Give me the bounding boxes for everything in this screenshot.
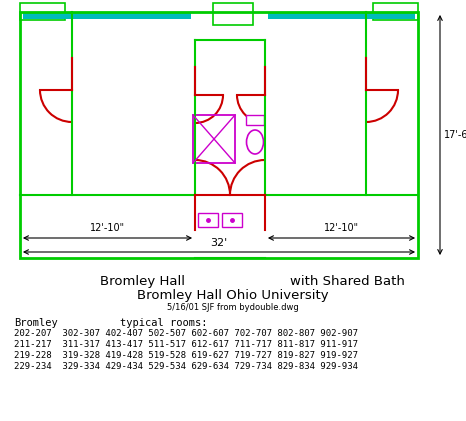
Text: 211-217  311-317 413-417 511-517 612-617 711-717 811-817 911-917: 211-217 311-317 413-417 511-517 612-617 … bbox=[14, 340, 358, 349]
Text: 12'-10": 12'-10" bbox=[324, 223, 359, 233]
Bar bbox=[268, 13, 415, 19]
Ellipse shape bbox=[247, 130, 263, 154]
Bar bbox=[23, 13, 191, 19]
Bar bbox=[198, 213, 218, 227]
Bar bbox=[213, 3, 253, 25]
Text: 32': 32' bbox=[210, 238, 227, 248]
Bar bbox=[373, 3, 418, 20]
Text: 202-207  302-307 402-407 502-507 602-607 702-707 802-807 902-907: 202-207 302-307 402-407 502-507 602-607 … bbox=[14, 329, 358, 338]
Bar bbox=[246, 115, 264, 125]
Text: 229-234  329-334 429-434 529-534 629-634 729-734 829-834 929-934: 229-234 329-334 429-434 529-534 629-634 … bbox=[14, 362, 358, 371]
Text: 17'-6": 17'-6" bbox=[444, 130, 466, 140]
Text: Bromley Hall Ohio University: Bromley Hall Ohio University bbox=[137, 289, 329, 302]
Text: 219-228  319-328 419-428 519-528 619-627 719-727 819-827 919-927: 219-228 319-328 419-428 519-528 619-627 … bbox=[14, 351, 358, 360]
Bar bbox=[222, 213, 242, 227]
Bar bbox=[20, 12, 418, 258]
Text: Bromley: Bromley bbox=[14, 318, 58, 328]
Bar bbox=[193, 115, 235, 163]
Text: typical rooms:: typical rooms: bbox=[120, 318, 207, 328]
Bar bbox=[20, 3, 65, 20]
Text: Bromley Hall: Bromley Hall bbox=[100, 275, 185, 288]
Text: with Shared Bath: with Shared Bath bbox=[290, 275, 405, 288]
Text: 5/16/01 SJF from bydouble.dwg: 5/16/01 SJF from bydouble.dwg bbox=[167, 303, 299, 312]
Text: 12'-10": 12'-10" bbox=[90, 223, 125, 233]
